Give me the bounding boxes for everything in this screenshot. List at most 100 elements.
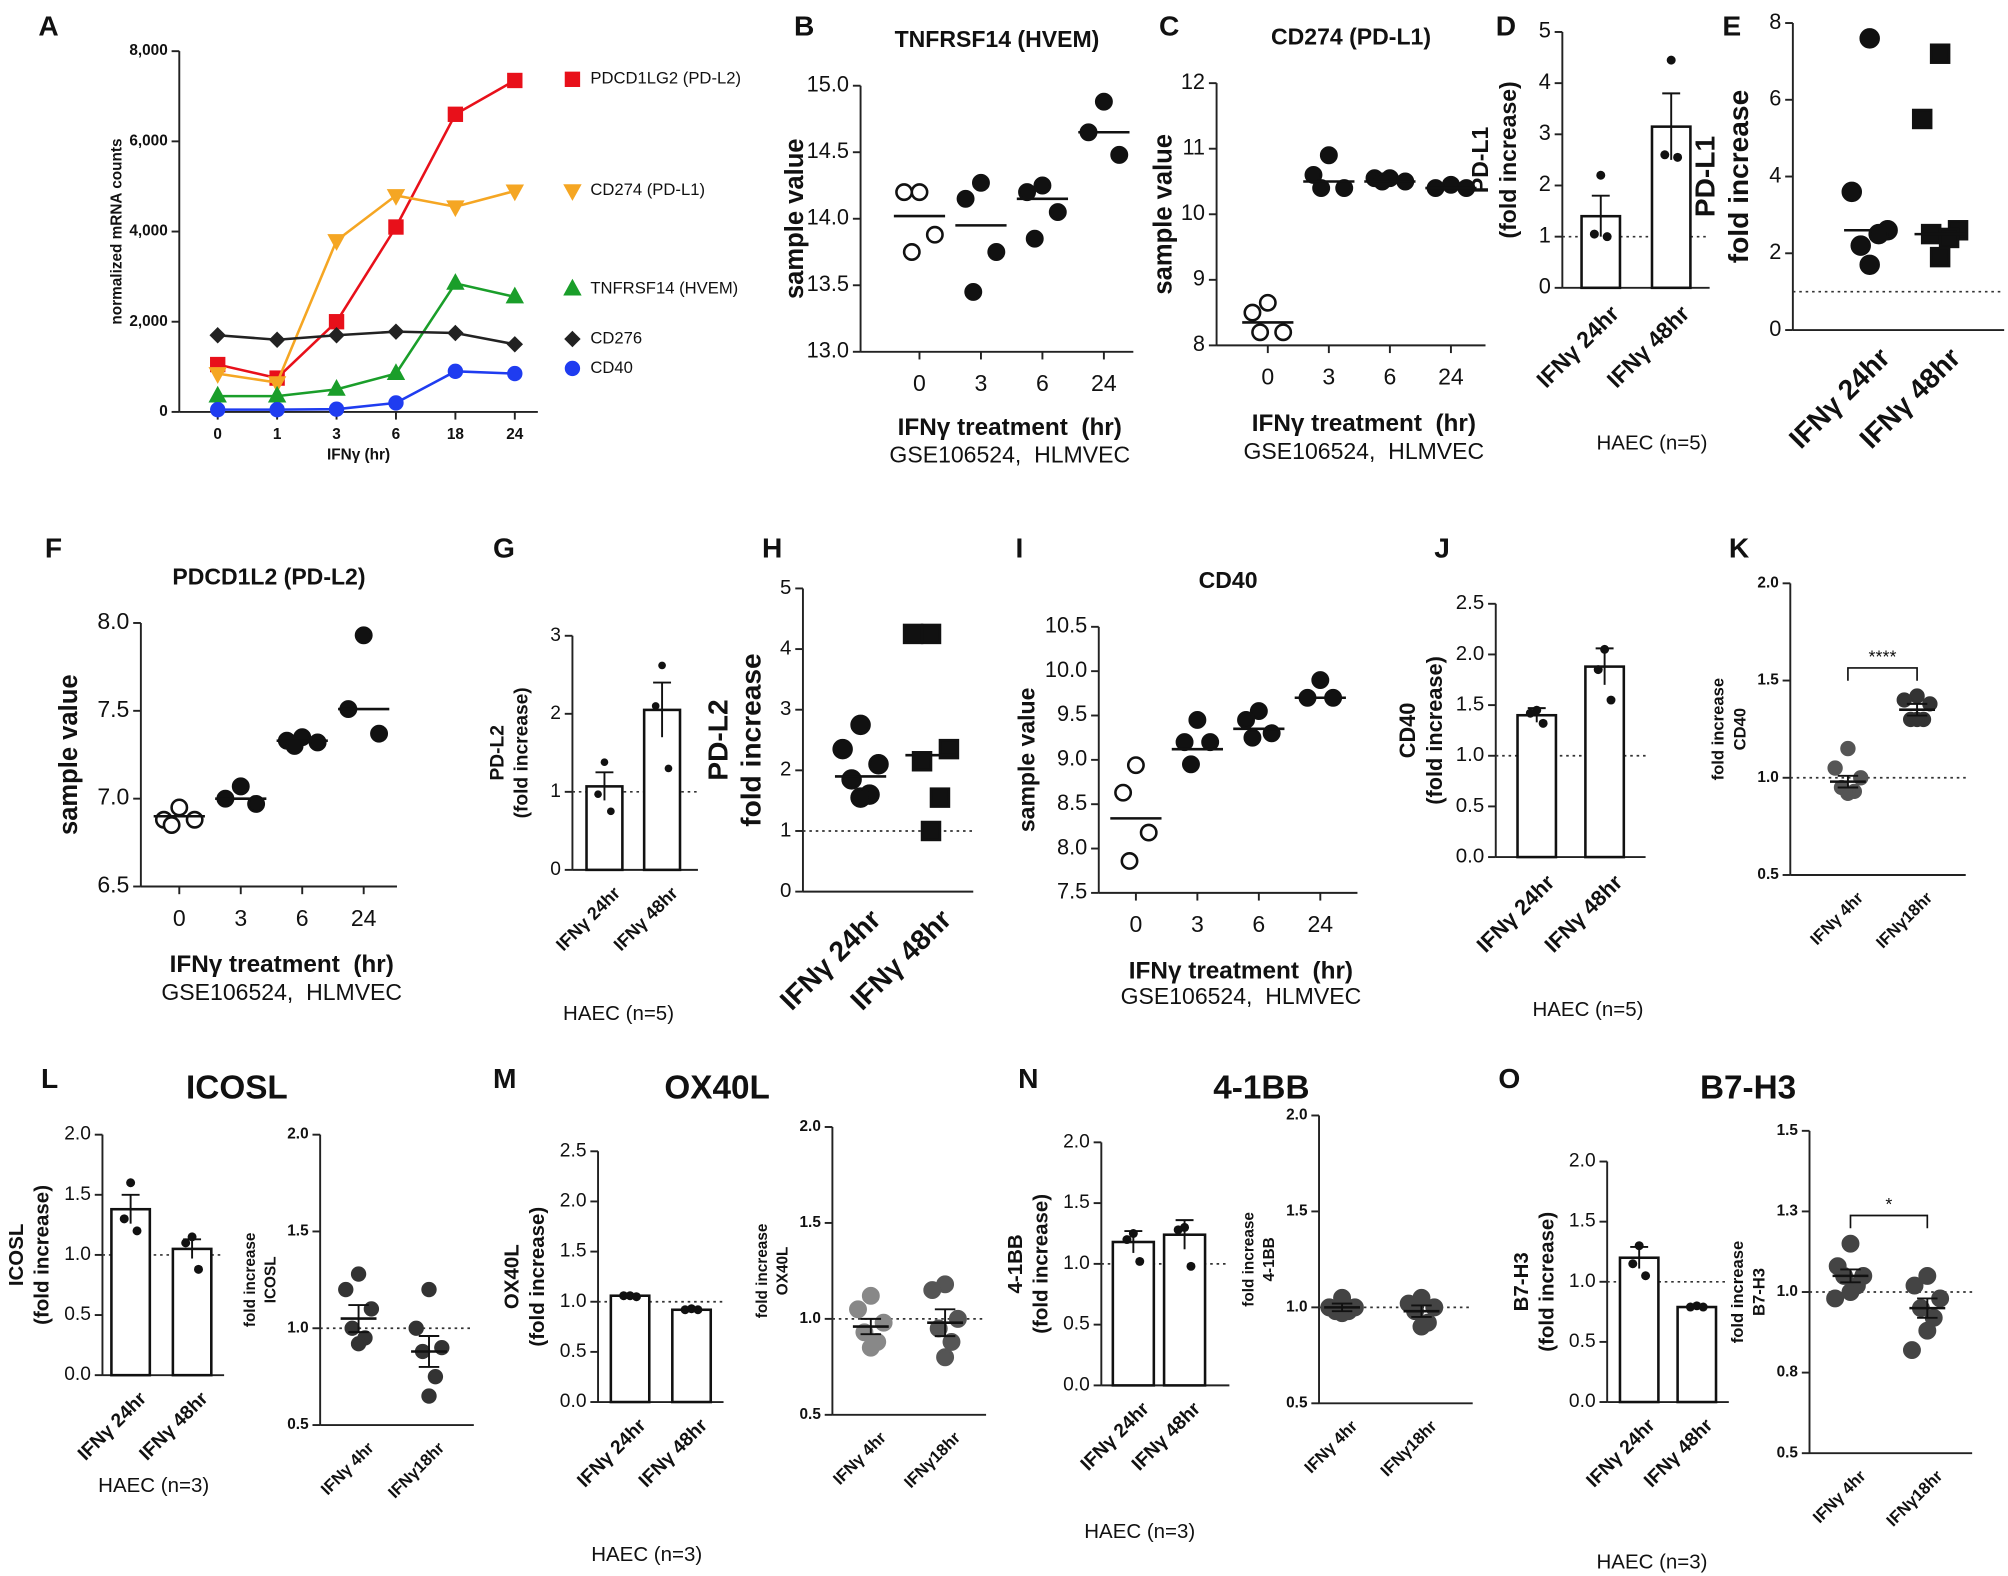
panel-letter: G bbox=[493, 532, 515, 563]
y-axis-label: PD-L2 bbox=[487, 725, 508, 780]
series-marker bbox=[386, 363, 406, 380]
y-tick-label: 4 bbox=[1539, 69, 1551, 94]
series-marker bbox=[507, 72, 523, 89]
data-point bbox=[1929, 246, 1951, 268]
y-axis-label: ICOSL bbox=[262, 1256, 279, 1303]
series-marker bbox=[269, 401, 285, 418]
data-point bbox=[1628, 1259, 1638, 1269]
y-tick-label: 0 bbox=[780, 879, 791, 902]
data-point bbox=[308, 733, 327, 752]
y-axis-label: OX40L bbox=[775, 1247, 792, 1296]
data-point bbox=[1033, 176, 1052, 195]
data-point bbox=[631, 1292, 641, 1302]
data-point bbox=[1859, 254, 1880, 276]
data-point bbox=[861, 1286, 880, 1305]
series-marker bbox=[327, 234, 346, 251]
data-point bbox=[1188, 710, 1207, 729]
series-marker bbox=[208, 385, 227, 403]
data-point bbox=[1660, 150, 1670, 160]
series-marker bbox=[507, 365, 523, 382]
x-tick-label: IFNγ 4hr bbox=[1301, 1416, 1362, 1477]
y-tick-label: 6,000 bbox=[129, 132, 167, 149]
series-marker bbox=[446, 273, 465, 290]
data-point bbox=[874, 1313, 893, 1332]
bar bbox=[1618, 1256, 1660, 1404]
data-point bbox=[664, 764, 673, 773]
y-tick-label: 9 bbox=[1193, 266, 1205, 291]
bar bbox=[1516, 713, 1558, 859]
y-tick-label: 1.0 bbox=[800, 1310, 821, 1327]
x-tick-label: IFNγ 4hr bbox=[829, 1428, 890, 1489]
series-marker bbox=[386, 189, 406, 206]
y-axis-label: PD-L2 bbox=[702, 699, 733, 780]
data-point bbox=[132, 1226, 142, 1236]
significance-label: **** bbox=[1869, 646, 1897, 666]
y-axis-label: CD40 bbox=[1395, 703, 1420, 759]
bar bbox=[1111, 1240, 1156, 1387]
legend-label: PDCD1LG2 (PD-L2) bbox=[590, 69, 741, 88]
series-marker bbox=[447, 324, 464, 342]
y-tick-label: 8 bbox=[1193, 331, 1205, 356]
data-point bbox=[936, 1348, 955, 1367]
y-axis-label: PD-L1 bbox=[1690, 136, 1721, 217]
data-point bbox=[1201, 733, 1220, 752]
y-tick-label: 8,000 bbox=[129, 42, 167, 59]
note: HAEC (n=3) bbox=[1084, 1520, 1195, 1543]
y-tick-label: 5 bbox=[1539, 18, 1551, 43]
y-tick-label: 14.5 bbox=[807, 138, 849, 163]
panel-letter: F bbox=[45, 532, 62, 563]
y-tick-label: 9.5 bbox=[1057, 701, 1087, 726]
data-point bbox=[350, 1336, 367, 1352]
data-point bbox=[619, 1291, 629, 1301]
x-axis-label: IFNγ (hr) bbox=[327, 446, 390, 463]
data-point bbox=[1094, 92, 1113, 111]
data-point bbox=[942, 1332, 961, 1351]
y-axis-label: sample value bbox=[1150, 134, 1178, 295]
data-point bbox=[1905, 1276, 1924, 1295]
y-axis-label: CD40 bbox=[1730, 708, 1749, 750]
data-point bbox=[187, 1232, 197, 1242]
x-tick-label: 18 bbox=[447, 426, 465, 443]
y-tick-label: 1.5 bbox=[800, 1214, 822, 1231]
data-point bbox=[1175, 733, 1194, 752]
y-tick-label: 9.0 bbox=[1057, 746, 1087, 771]
y-tick-label: 7.5 bbox=[1057, 879, 1087, 904]
data-point bbox=[350, 1266, 367, 1282]
series-marker bbox=[447, 363, 464, 380]
data-point bbox=[1859, 28, 1880, 49]
data-point bbox=[1685, 1302, 1695, 1312]
y-axis-label: fold increase bbox=[1728, 1241, 1747, 1344]
y-tick-label: 1.0 bbox=[287, 1319, 308, 1336]
x-tick-label: 0 bbox=[913, 370, 926, 396]
series-marker bbox=[327, 379, 346, 396]
data-point bbox=[850, 787, 871, 808]
legend-marker bbox=[564, 71, 581, 87]
data-point bbox=[421, 1281, 437, 1298]
x-tick-label: IFNγ 4hr bbox=[317, 1438, 378, 1499]
bar bbox=[110, 1207, 152, 1377]
y-tick-label: 2.0 bbox=[1757, 574, 1778, 591]
y-tick-label: 1.5 bbox=[1569, 1211, 1596, 1232]
data-point bbox=[1237, 710, 1255, 729]
y-tick-label: 0 bbox=[1539, 274, 1551, 299]
note: HAEC (n=5) bbox=[1532, 998, 1643, 1021]
y-axis-label: (fold increase) bbox=[31, 1185, 54, 1325]
data-point bbox=[1186, 1261, 1196, 1271]
legend-label: CD40 bbox=[590, 358, 633, 377]
legend-marker bbox=[563, 184, 582, 201]
chart-title: OX40L bbox=[664, 1070, 769, 1107]
panel-letter: J bbox=[1434, 532, 1450, 563]
y-tick-label: 0 bbox=[1769, 316, 1781, 341]
data-point bbox=[170, 798, 189, 817]
data-point bbox=[162, 816, 181, 834]
chart-title: TNFRSF14 (HVEM) bbox=[895, 26, 1100, 52]
data-point bbox=[1596, 170, 1606, 180]
series-marker bbox=[447, 106, 464, 122]
panel-letter: M bbox=[493, 1063, 516, 1094]
y-tick-label: 0.0 bbox=[560, 1391, 587, 1412]
y-tick-label: 8.0 bbox=[1057, 834, 1087, 859]
x-tick-label: 24 bbox=[351, 905, 377, 931]
series-line bbox=[217, 281, 516, 398]
series-marker bbox=[328, 401, 345, 417]
legend-label: CD276 bbox=[590, 328, 642, 347]
